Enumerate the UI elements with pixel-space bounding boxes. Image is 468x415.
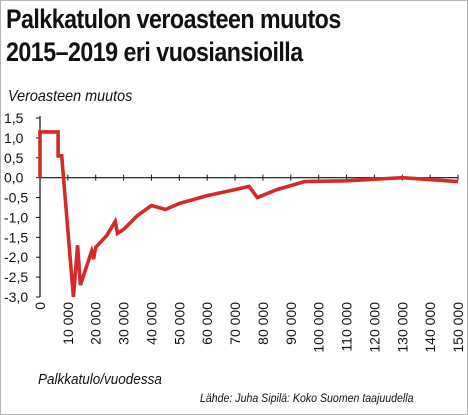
x-tick-label: 0 (32, 302, 48, 310)
y-tick-label: -1,5 (4, 229, 28, 245)
series-line (38, 130, 459, 298)
x-tick-label: 50 000 (171, 302, 187, 345)
x-tick-label: 150 000 (450, 302, 466, 353)
x-tick-label: 90 000 (283, 302, 299, 345)
x-tick-label: 80 000 (255, 302, 271, 345)
x-tick-label: 100 000 (311, 302, 327, 353)
y-axis-ticks: 1,5 1,0 0,5 0,0 -0,5 -1,0 -1,5 -2,0 -2,5 -3,0 (4, 110, 40, 305)
y-tick-label: -2,5 (4, 269, 28, 285)
source-note: Lähde: Juha Sipilä: Koko Suomen taajuude… (200, 393, 414, 405)
y-tick-label: 0,0 (4, 170, 24, 186)
x-axis-label: Palkkatulo/vuodessa (38, 371, 162, 388)
chart-title-line-1: Palkkatulon veroasteen muutos (6, 4, 341, 34)
y-tick-label: -3,0 (4, 289, 28, 305)
x-axis-ticks: 0 10 000 20 000 30 000 40 000 50 000 60 000 70 … (32, 174, 466, 353)
x-tick-label: 30 000 (116, 302, 132, 345)
x-tick-label: 130 000 (394, 302, 410, 353)
x-tick-label: 70 000 (227, 302, 243, 345)
x-tick-label: 40 000 (143, 302, 159, 345)
y-tick-label: 1,5 (4, 110, 24, 126)
x-tick-label: 140 000 (422, 302, 438, 353)
x-tick-label: 120 000 (366, 302, 382, 353)
chart-title-line-2: 2015–2019 eri vuosiansioilla (6, 37, 303, 67)
chart-title: Palkkatulon veroasteen muutos 2015–2019 … (6, 3, 341, 69)
x-tick-label: 110 000 (339, 302, 355, 352)
y-tick-label: -1,0 (4, 209, 28, 225)
y-tick-label: 1,0 (4, 130, 24, 146)
y-tick-label: 0,5 (4, 150, 24, 166)
y-axis-label: Veroasteen muutos (8, 88, 133, 105)
y-tick-label: -2,0 (4, 249, 28, 265)
x-tick-label: 10 000 (60, 302, 76, 345)
y-tick-label: -0,5 (4, 190, 28, 206)
x-tick-label: 60 000 (199, 302, 215, 345)
x-tick-label: 20 000 (88, 302, 104, 345)
